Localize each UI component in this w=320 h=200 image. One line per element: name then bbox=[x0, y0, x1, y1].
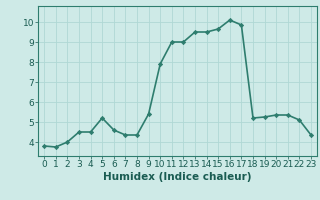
X-axis label: Humidex (Indice chaleur): Humidex (Indice chaleur) bbox=[103, 172, 252, 182]
